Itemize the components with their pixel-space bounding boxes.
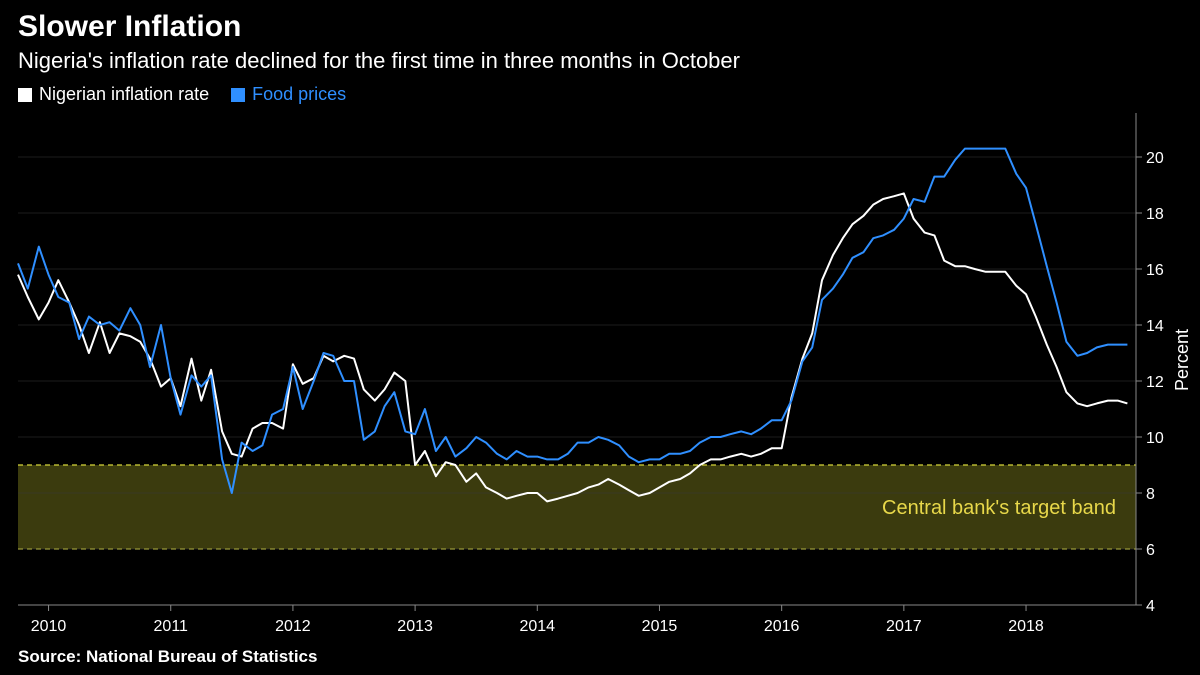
svg-text:2015: 2015 [642, 618, 678, 635]
svg-text:14: 14 [1146, 318, 1164, 335]
svg-text:18: 18 [1146, 206, 1164, 223]
svg-text:4: 4 [1146, 598, 1155, 615]
svg-text:16: 16 [1146, 262, 1164, 279]
svg-text:2013: 2013 [397, 618, 433, 635]
svg-text:12: 12 [1146, 374, 1164, 391]
chart-container: { "title": "Slower Inflation", "subtitle… [0, 0, 1200, 675]
svg-text:6: 6 [1146, 542, 1155, 559]
svg-text:2014: 2014 [519, 618, 555, 635]
line-chart: Central bank's target band 4 6 8 10 12 14 16 18 2… [0, 0, 1200, 675]
svg-text:2010: 2010 [31, 618, 67, 635]
svg-text:Percent: Percent [1172, 329, 1192, 391]
svg-text:2011: 2011 [154, 618, 189, 635]
svg-text:8: 8 [1146, 486, 1155, 503]
source-attribution: Source: National Bureau of Statistics [18, 647, 317, 667]
svg-text:2018: 2018 [1008, 618, 1044, 635]
svg-text:Central bank's target band: Central bank's target band [882, 497, 1116, 519]
svg-text:10: 10 [1146, 430, 1164, 447]
svg-text:2016: 2016 [764, 618, 800, 635]
svg-text:20: 20 [1146, 150, 1164, 167]
svg-text:2012: 2012 [275, 618, 311, 635]
svg-text:2017: 2017 [886, 618, 922, 635]
